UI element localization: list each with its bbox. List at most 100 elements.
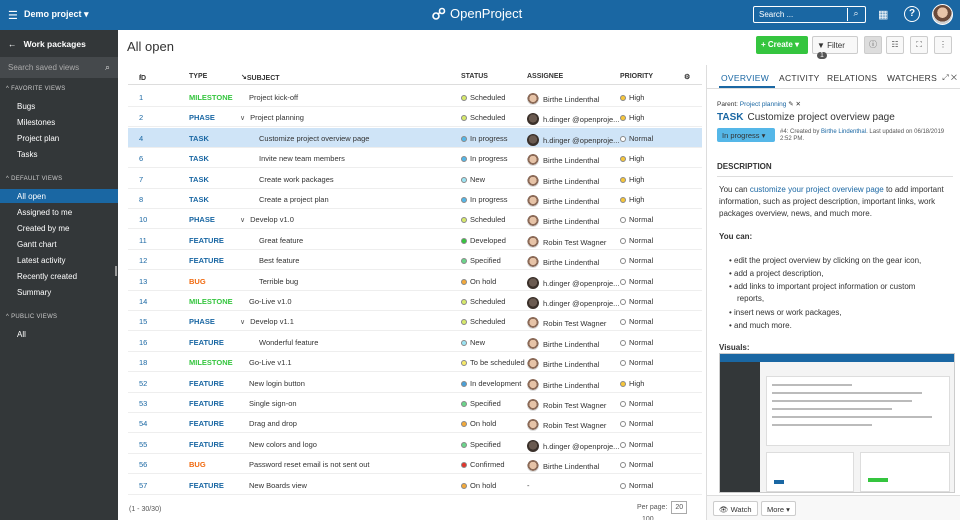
column-priority[interactable]: PRIORITY (620, 73, 654, 80)
edit-pencil-icon[interactable]: ✎ (788, 101, 794, 108)
wp-status[interactable]: On hold (461, 419, 496, 428)
wp-status[interactable]: New (461, 175, 485, 184)
wp-id-link[interactable]: 2 (139, 113, 144, 123)
expand-icon[interactable]: ⤢ (942, 73, 949, 82)
wp-status[interactable]: In progress (461, 195, 508, 204)
wp-assignee[interactable]: Birthe Lindenthal (527, 93, 599, 105)
wp-status[interactable]: Scheduled (461, 113, 505, 122)
wp-id-link[interactable]: 7 (139, 174, 144, 184)
table-row[interactable]: 12 FEATURE Best feature Specified Birthe Lin… (128, 250, 702, 271)
sidebar-section-header[interactable]: ^ PUBLIC VIEWS (6, 314, 58, 320)
resize-handle[interactable] (115, 266, 117, 276)
wp-id-link[interactable]: 13 (139, 276, 148, 286)
sidebar-section-header[interactable]: ^ DEFAULT VIEWS (6, 176, 63, 182)
saved-views-search-input[interactable]: Search saved views ⌕ (0, 57, 118, 78)
table-row[interactable]: 57 FEATURE New Boards view On hold - Normal (128, 475, 702, 495)
wp-id-link[interactable]: 1 (139, 93, 144, 102)
sidebar-item-created-by-me[interactable]: Created by me (17, 224, 70, 233)
wp-assignee[interactable]: Birthe Lindenthal (527, 154, 599, 167)
wp-id-link[interactable]: 15 (139, 317, 148, 327)
wp-priority[interactable]: Normal (620, 481, 653, 490)
parent-link[interactable]: Project planning (739, 101, 787, 108)
column-id[interactable]: ID ↑ (139, 73, 146, 82)
wp-id-link[interactable]: 16 (139, 337, 148, 347)
wp-priority[interactable]: High (620, 113, 644, 122)
table-row[interactable]: 1 MILESTONE Project kick-off Scheduled Birth… (128, 87, 702, 107)
global-search-input[interactable]: Search ... ⌕ (753, 6, 866, 23)
wp-assignee[interactable]: Robin Test Wagner (527, 419, 606, 432)
column-assignee[interactable]: ASSIGNEE (527, 73, 564, 80)
wp-status[interactable]: Scheduled (461, 93, 505, 102)
wp-id-link[interactable]: 11 (139, 235, 147, 245)
wp-assignee[interactable]: h.dinger @openproje... (527, 113, 619, 126)
wp-subject[interactable]: Password reset email is not sent out (249, 460, 370, 470)
wp-assignee[interactable]: Birthe Lindenthal (527, 256, 599, 269)
wp-status[interactable]: On hold (461, 481, 496, 490)
wp-status[interactable]: Scheduled (461, 297, 505, 306)
table-row[interactable]: 13 BUG Terrible bug On hold h.dinger @openpr… (128, 271, 702, 291)
wp-subject[interactable]: Customize project overview page (747, 112, 895, 123)
wp-assignee[interactable]: Birthe Lindenthal (527, 358, 599, 371)
wp-status[interactable]: Scheduled (461, 215, 505, 224)
wp-assignee[interactable]: h.dinger @openproje... (527, 297, 619, 309)
wp-priority[interactable]: Normal (620, 256, 653, 265)
timeline-toggle-icon[interactable]: ☷ (886, 36, 904, 54)
wp-status[interactable]: In progress (461, 154, 508, 163)
table-row[interactable]: 4 TASK Customize project overview page In p… (128, 127, 702, 148)
search-icon[interactable]: ⌕ (847, 8, 864, 21)
wp-status[interactable]: On hold (461, 277, 496, 286)
wp-status[interactable]: Specified (461, 399, 501, 408)
wp-priority[interactable]: Normal (620, 399, 653, 408)
table-row[interactable]: 52 FEATURE New login button In development B… (128, 373, 702, 393)
wp-priority[interactable]: High (620, 154, 644, 163)
wp-subject[interactable]: New Boards view (249, 480, 307, 490)
project-selector[interactable]: Demo project ▾ (24, 9, 89, 19)
wp-priority[interactable]: Normal (620, 277, 653, 286)
description-text[interactable]: You can customize your project overview … (719, 185, 944, 218)
details-view-info-icon[interactable]: ⓘ (864, 36, 882, 54)
wp-subject[interactable]: Terrible bug (259, 276, 299, 286)
tab-relations[interactable]: RELATIONS (827, 73, 878, 83)
wp-priority[interactable]: Normal (620, 236, 653, 245)
tab-watchers[interactable]: WATCHERS (887, 73, 938, 83)
tab-overview[interactable]: OVERVIEW (721, 73, 770, 83)
watch-button[interactable]: 👁 Watch (713, 501, 758, 516)
table-row[interactable]: 54 FEATURE Drag and drop On hold Robin Test … (128, 413, 702, 434)
wp-id-link[interactable]: 56 (139, 460, 148, 470)
wp-assignee[interactable]: Birthe Lindenthal (527, 195, 599, 207)
wp-priority[interactable]: High (620, 175, 644, 184)
wp-assignee[interactable]: Birthe Lindenthal (527, 337, 599, 350)
wp-priority[interactable]: Normal (620, 134, 653, 143)
wp-priority[interactable]: Normal (620, 297, 653, 306)
per-page-option-100[interactable]: 100 (642, 516, 654, 520)
wp-priority[interactable]: Normal (620, 358, 653, 367)
wp-priority[interactable]: Normal (620, 317, 653, 326)
wp-type[interactable]: TASK (717, 112, 744, 123)
wp-priority[interactable]: High (620, 195, 644, 204)
wp-id-link[interactable]: 10 (139, 215, 148, 225)
wp-priority[interactable]: Normal (620, 440, 653, 449)
column-settings-gear-icon[interactable]: ⚙ (684, 74, 691, 81)
wp-priority[interactable]: High (620, 379, 644, 388)
wp-id-link[interactable]: 54 (139, 419, 148, 429)
column-subject[interactable]: ↘ SUBJECT (241, 74, 280, 82)
wp-status[interactable]: Specified (461, 256, 501, 265)
per-page-option-20[interactable]: 20 (671, 501, 688, 514)
wp-subject[interactable]: Project kick-off (249, 93, 299, 102)
collapse-chevron-icon[interactable]: ∨ (240, 115, 246, 123)
wp-priority[interactable]: Normal (620, 419, 653, 428)
wp-subject[interactable]: ∨ Develop v1.1 (240, 317, 294, 327)
wp-id-link[interactable]: 6 (139, 154, 144, 164)
user-avatar[interactable] (932, 4, 953, 25)
wp-assignee[interactable]: Birthe Lindenthal (527, 460, 599, 473)
more-settings-icon[interactable]: ⋮ (934, 36, 952, 54)
wp-status[interactable]: In development (461, 379, 521, 388)
table-row[interactable]: 14 MILESTONE Go-Live v1.0 Scheduled h.dinger… (128, 291, 702, 311)
wp-id-link[interactable]: 8 (139, 195, 144, 204)
table-row[interactable]: 56 BUG Password reset email is not sent ou… (128, 454, 702, 475)
table-row[interactable]: 7 TASK Create work packages New Birthe Linde… (128, 169, 702, 189)
table-row[interactable]: 15 PHASE ∨ Develop v1.1 Scheduled Robin Test … (128, 311, 702, 332)
wp-status[interactable]: In progress (461, 134, 508, 143)
wp-id-link[interactable]: 12 (139, 256, 148, 266)
wp-subject[interactable]: New colors and logo (249, 439, 317, 449)
